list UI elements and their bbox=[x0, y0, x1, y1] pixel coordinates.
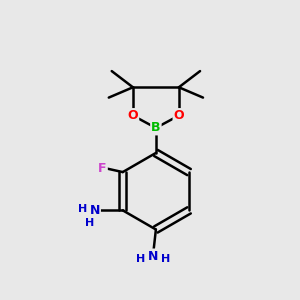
Text: N: N bbox=[90, 204, 100, 217]
Text: H: H bbox=[161, 254, 170, 264]
Text: H: H bbox=[78, 204, 87, 214]
Text: N: N bbox=[148, 250, 158, 262]
Text: B: B bbox=[151, 122, 160, 134]
Text: O: O bbox=[173, 109, 184, 122]
Text: H: H bbox=[85, 218, 94, 228]
Text: O: O bbox=[128, 109, 138, 122]
Text: H: H bbox=[136, 254, 145, 264]
Text: F: F bbox=[98, 162, 107, 175]
